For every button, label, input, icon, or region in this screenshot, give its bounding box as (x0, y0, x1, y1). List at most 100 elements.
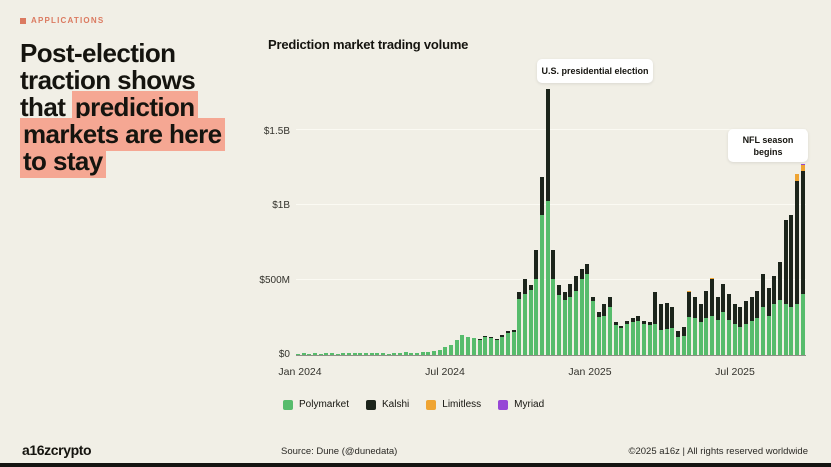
bar-segment-kalshi (772, 275, 777, 304)
bar-segment-polymarket (358, 352, 363, 355)
bar-week (755, 290, 760, 355)
bar-week (301, 353, 306, 355)
bar-segment-polymarket (420, 352, 425, 355)
bar-segment-polymarket (545, 200, 550, 355)
bar-segment-polymarket (676, 337, 681, 355)
legend-item: Limitless (426, 399, 481, 410)
page-title: Post-election traction shows that predic… (20, 40, 235, 178)
chart-title: Prediction market trading volume (268, 37, 469, 52)
bar-segment-kalshi (624, 320, 629, 325)
bar-segment-polymarket (415, 352, 420, 355)
bar-segment-polymarket (715, 319, 720, 355)
bar-segment-polymarket (800, 294, 805, 355)
kalshi-swatch-icon (366, 399, 377, 410)
x-tick-jul-2024: Jul 2024 (425, 366, 465, 378)
bar-week (335, 353, 340, 355)
bar-week (710, 278, 715, 355)
bar-segment-polymarket (789, 307, 794, 355)
bar-segment-polymarket (341, 353, 346, 355)
bar-segment-kalshi (596, 312, 601, 317)
bar-segment-polymarket (471, 338, 476, 355)
eyebrow: APPLICATIONS (20, 16, 104, 25)
copyright-text: ©2025 a16z | All rights reserved worldwi… (628, 446, 808, 457)
bar-week (488, 337, 493, 355)
plot-area (296, 88, 806, 356)
bar-week (772, 275, 777, 355)
bar-segment-kalshi (522, 278, 527, 294)
bar-segment-kalshi (738, 307, 743, 327)
bar-week (318, 353, 323, 355)
bar-week (324, 352, 329, 355)
bar-segment-polymarket (352, 353, 357, 355)
bar-segment-polymarket (528, 289, 533, 355)
bar-week (409, 352, 414, 355)
bar-segment-polymarket (403, 352, 408, 355)
bar-segment-kalshi (664, 302, 669, 329)
bar-week (630, 317, 635, 355)
bar-week (556, 285, 561, 355)
bar-segment-kalshi (528, 285, 533, 290)
bar-week (364, 352, 369, 355)
y-tick-1b: $1B (272, 200, 290, 211)
bar-segment-polymarket (500, 336, 505, 355)
bar-week (596, 312, 601, 355)
bar-segment-polymarket (539, 214, 544, 355)
bar-segment-polymarket (551, 278, 556, 355)
bar-week (687, 291, 692, 355)
bar-segment-polymarket (477, 340, 482, 355)
bar-week (386, 353, 391, 355)
bar-segment-polymarket (375, 352, 380, 355)
bar-segment-polymarket (511, 331, 516, 355)
bar-segment-polymarket (324, 352, 329, 355)
annotation-nfl-season: NFL season begins (728, 129, 808, 162)
bar-segment-polymarket (522, 293, 527, 355)
bar-week (330, 353, 335, 355)
legend-item: Polymarket (283, 399, 349, 410)
bar-segment-kalshi (647, 322, 652, 325)
bar-segment-polymarket (772, 304, 777, 355)
bar-segment-kalshi (607, 296, 612, 307)
bar-segment-polymarket (449, 344, 454, 355)
bar-week (551, 250, 556, 355)
bar-segment-kalshi (505, 331, 510, 334)
chart-legend: Polymarket Kalshi Limitless Myriad (283, 399, 544, 410)
bar-segment-polymarket (381, 353, 386, 355)
bar-week (415, 352, 420, 355)
bar-week (403, 352, 408, 355)
bar-week (477, 339, 482, 355)
bar-week (381, 353, 386, 355)
bar-segment-kalshi (539, 176, 544, 215)
bar-week (778, 262, 783, 355)
bar-segment-kalshi (732, 304, 737, 324)
polymarket-swatch-icon (283, 399, 293, 410)
bar-week (624, 320, 629, 355)
bar-segment-kalshi (783, 220, 788, 304)
bar-week (454, 340, 459, 355)
bar-segment-kalshi (534, 250, 539, 279)
bar-segment-polymarket (653, 323, 658, 355)
x-tick-jan-2024: Jan 2024 (278, 366, 322, 378)
bar-segment-polymarket (710, 316, 715, 355)
legend-label: Kalshi (382, 399, 410, 410)
bar-week (693, 297, 698, 355)
bar-segment-polymarket (437, 350, 442, 355)
bar-week (613, 322, 618, 355)
annotation-presidential-election: U.S. presidential election (537, 59, 653, 83)
bar-segment-kalshi (641, 320, 646, 325)
bar-week (517, 292, 522, 355)
bar-segment-polymarket (664, 328, 669, 355)
bar-week (466, 336, 471, 355)
bar-segment-polymarket (590, 301, 595, 355)
bar-segment-polymarket (681, 336, 686, 355)
bar-segment-polymarket (454, 340, 459, 355)
bar-segment-polymarket (460, 335, 465, 355)
gridline-1-5b (296, 129, 806, 130)
bar-segment-kalshi (494, 338, 499, 340)
bar-week (590, 297, 595, 355)
legend-item: Myriad (498, 399, 544, 410)
bar-segment-polymarket (795, 304, 800, 355)
y-tick-0: $0 (278, 349, 290, 360)
bar-segment-kalshi (511, 329, 516, 332)
bar-segment-polymarket (721, 312, 726, 355)
bar-week (636, 316, 641, 355)
